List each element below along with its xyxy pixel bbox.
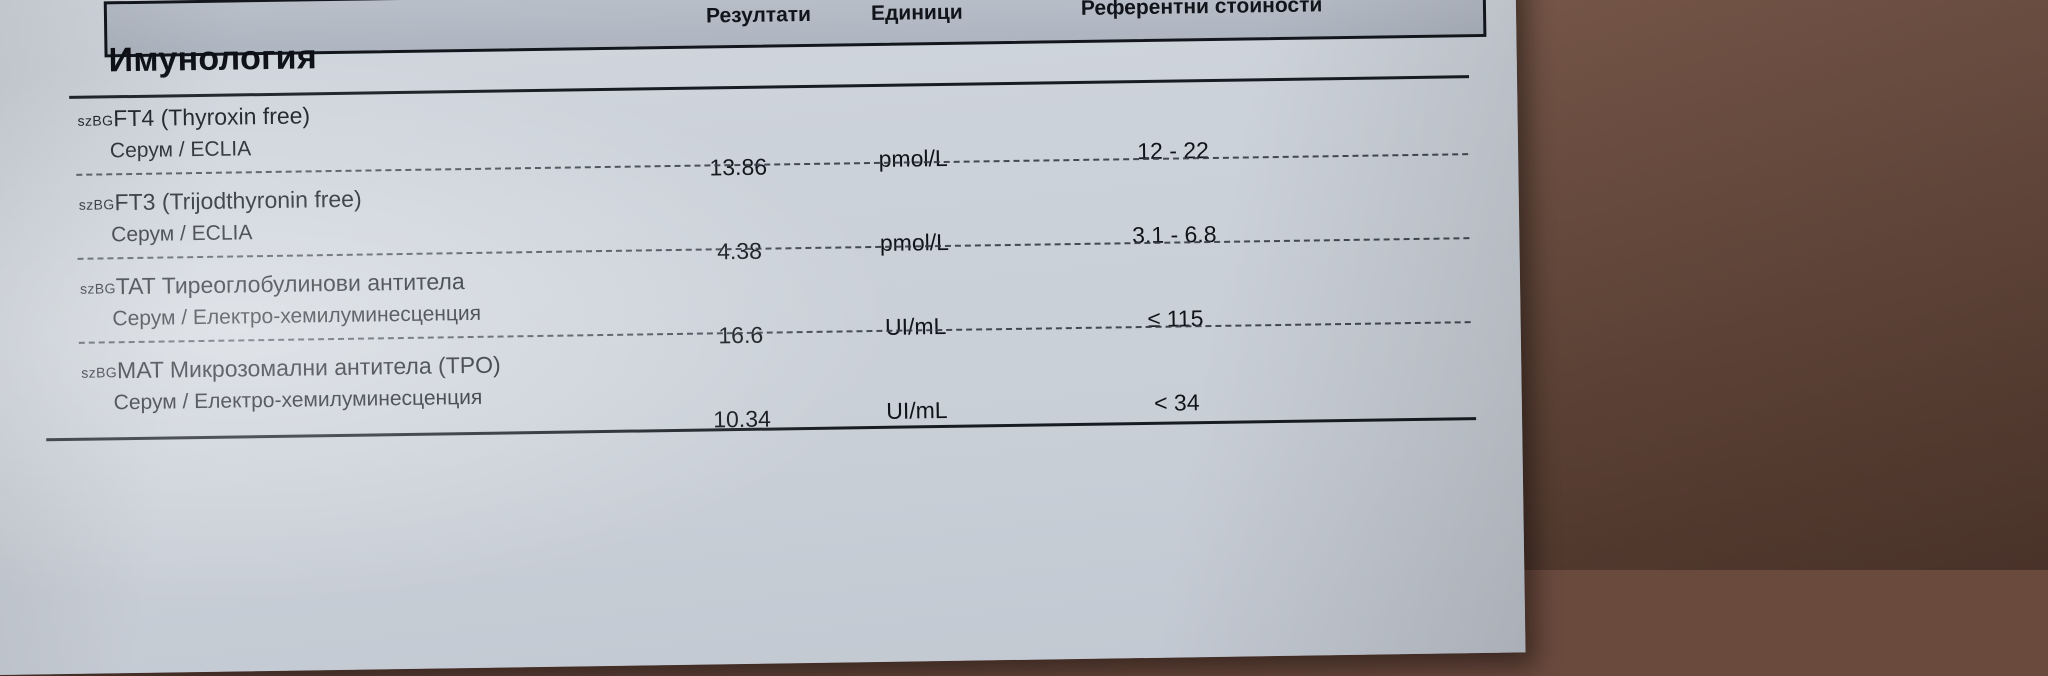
column-header-reference: Референтни стойности (1081, 0, 1323, 21)
row-unit: UI/mL (822, 396, 1012, 426)
row-test-name: FT4 (Thyroxin free) (113, 102, 310, 131)
row-unit: UI/mL (820, 312, 1010, 342)
column-header-results: Резултати (706, 3, 811, 29)
row-reference-range: 3.1 - 6.8 (1034, 219, 1314, 250)
row-code-prefix: szBG (77, 112, 113, 129)
row-unit: pmol/L (819, 228, 1009, 258)
row-result-value: 13.86 (658, 153, 818, 182)
row-test-name: FT3 (Trijodthyronin free) (114, 186, 361, 216)
section-title-immunology: Имунология (108, 38, 317, 80)
row-material-method: Серум / Електро-хемилуминесценция (112, 302, 481, 331)
table-row: szBGFT4 (Thyroxin free) (77, 102, 310, 132)
row-code-prefix: szBG (79, 196, 115, 213)
row-unit: pmol/L (818, 144, 1008, 174)
row-test-name: TAT Тиреоглобулинови антитела (116, 268, 465, 299)
row-test-name: MAT Микрозомални антитела (TPO) (117, 352, 501, 384)
row-code-prefix: szBG (80, 280, 116, 297)
row-reference-range: 12 - 22 (1033, 135, 1313, 166)
row-material-method: Серум / Електро-хемилуминесценция (114, 386, 483, 415)
row-code-prefix: szBG (81, 364, 117, 381)
row-material-method: Серум / ECLIA (111, 221, 253, 247)
column-header-units: Единици (871, 1, 963, 26)
report-content: съответната възраст и пол Име на теста Р… (0, 0, 1526, 676)
row-reference-range: < 34 (1037, 387, 1317, 418)
row-material-method: Серум / ECLIA (110, 137, 252, 163)
row-result-value: 4.38 (659, 237, 819, 266)
row-reference-range: ≤ 115 (1035, 303, 1315, 334)
section-rule-top (69, 75, 1469, 99)
table-row: szBGFT3 (Trijodthyronin free) (79, 186, 362, 217)
table-row: szBGTAT Тиреоглобулинови антитела (80, 268, 465, 301)
table-row: szBGMAT Микрозомални антитела (TPO) (81, 352, 501, 385)
row-result-value: 16.6 (661, 321, 821, 350)
lab-report-sheet: съответната възраст и пол Име на теста Р… (0, 0, 1526, 676)
